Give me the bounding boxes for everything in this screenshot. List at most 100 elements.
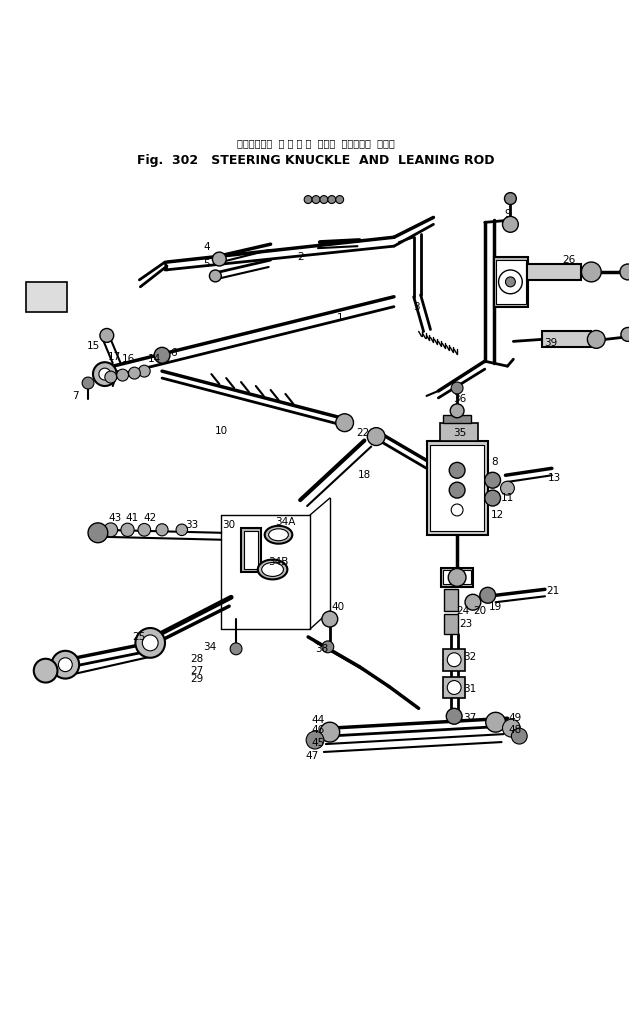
Text: 23: 23 <box>460 619 473 629</box>
Circle shape <box>511 728 527 744</box>
Circle shape <box>448 681 461 694</box>
Circle shape <box>446 708 462 725</box>
Circle shape <box>99 368 111 380</box>
Circle shape <box>320 196 328 204</box>
Circle shape <box>142 635 158 651</box>
Bar <box>441 422 478 441</box>
Text: 37: 37 <box>463 714 477 724</box>
Bar <box>430 445 484 531</box>
Text: 12: 12 <box>491 510 505 520</box>
Text: 20: 20 <box>473 606 486 616</box>
Bar <box>494 257 528 307</box>
Text: 32: 32 <box>463 652 477 662</box>
Bar <box>443 677 465 698</box>
Circle shape <box>88 523 108 543</box>
Circle shape <box>335 196 344 204</box>
Text: 3: 3 <box>413 301 420 312</box>
Bar <box>444 590 458 611</box>
Circle shape <box>451 504 463 516</box>
Circle shape <box>100 329 114 342</box>
Ellipse shape <box>268 529 289 541</box>
Circle shape <box>154 347 170 363</box>
Circle shape <box>506 277 515 287</box>
Circle shape <box>116 369 128 381</box>
Circle shape <box>367 427 385 446</box>
Text: 43: 43 <box>108 513 122 523</box>
Circle shape <box>451 382 463 394</box>
Circle shape <box>128 367 141 379</box>
Circle shape <box>135 628 165 658</box>
Text: 21: 21 <box>546 587 560 596</box>
Circle shape <box>449 463 465 478</box>
Circle shape <box>312 196 320 204</box>
Text: 45: 45 <box>311 738 325 748</box>
Bar <box>443 649 465 671</box>
Circle shape <box>210 270 222 282</box>
Circle shape <box>501 481 515 495</box>
Bar <box>443 570 471 585</box>
Circle shape <box>448 653 461 667</box>
Bar <box>527 264 582 280</box>
Circle shape <box>138 524 151 536</box>
Bar <box>443 415 471 422</box>
Text: 25: 25 <box>133 632 146 641</box>
Circle shape <box>485 472 501 488</box>
Text: 34: 34 <box>203 641 216 652</box>
Circle shape <box>328 196 335 204</box>
Circle shape <box>449 482 465 498</box>
Circle shape <box>448 568 466 587</box>
Bar <box>441 567 473 588</box>
Text: 2: 2 <box>297 252 304 262</box>
Ellipse shape <box>261 562 284 577</box>
Circle shape <box>230 642 242 655</box>
Text: 44: 44 <box>311 716 325 726</box>
Circle shape <box>51 651 79 679</box>
Text: 22: 22 <box>356 427 369 437</box>
Circle shape <box>587 331 605 348</box>
Text: 11: 11 <box>501 493 514 503</box>
Text: 7: 7 <box>72 391 78 401</box>
Circle shape <box>139 365 150 378</box>
Text: 6: 6 <box>170 348 177 358</box>
Ellipse shape <box>265 526 292 544</box>
Text: 38: 38 <box>315 644 329 654</box>
Text: 17: 17 <box>108 352 122 362</box>
Text: 8: 8 <box>491 458 498 467</box>
Circle shape <box>465 594 481 610</box>
Circle shape <box>620 264 633 280</box>
Circle shape <box>335 414 353 431</box>
Bar <box>241 528 261 572</box>
Text: 1: 1 <box>336 313 343 323</box>
Text: 30: 30 <box>223 520 235 530</box>
Text: 18: 18 <box>358 470 371 480</box>
Text: 9: 9 <box>504 209 511 219</box>
Text: 33: 33 <box>185 520 198 530</box>
Text: 10: 10 <box>215 425 228 435</box>
Circle shape <box>486 713 506 732</box>
Text: 39: 39 <box>544 338 558 348</box>
Circle shape <box>213 252 226 266</box>
Circle shape <box>322 611 338 627</box>
Circle shape <box>104 523 118 537</box>
Circle shape <box>485 490 501 506</box>
Text: 31: 31 <box>463 683 477 693</box>
Text: 36: 36 <box>453 394 467 404</box>
Bar <box>444 614 458 634</box>
Bar <box>542 332 591 347</box>
Text: 47: 47 <box>306 751 318 761</box>
Text: 24: 24 <box>456 606 470 616</box>
Text: 34B: 34B <box>268 556 289 566</box>
Bar <box>244 531 258 569</box>
Text: 14: 14 <box>147 354 161 364</box>
Circle shape <box>156 524 168 536</box>
Bar <box>427 441 487 535</box>
Text: 48: 48 <box>509 725 522 735</box>
Text: 40: 40 <box>331 602 344 612</box>
Circle shape <box>503 720 520 737</box>
Text: 35: 35 <box>453 427 467 437</box>
Text: 29: 29 <box>190 674 203 683</box>
Text: 5: 5 <box>203 259 210 269</box>
Bar <box>26 282 67 312</box>
Text: 46: 46 <box>311 725 325 735</box>
Circle shape <box>621 328 633 341</box>
